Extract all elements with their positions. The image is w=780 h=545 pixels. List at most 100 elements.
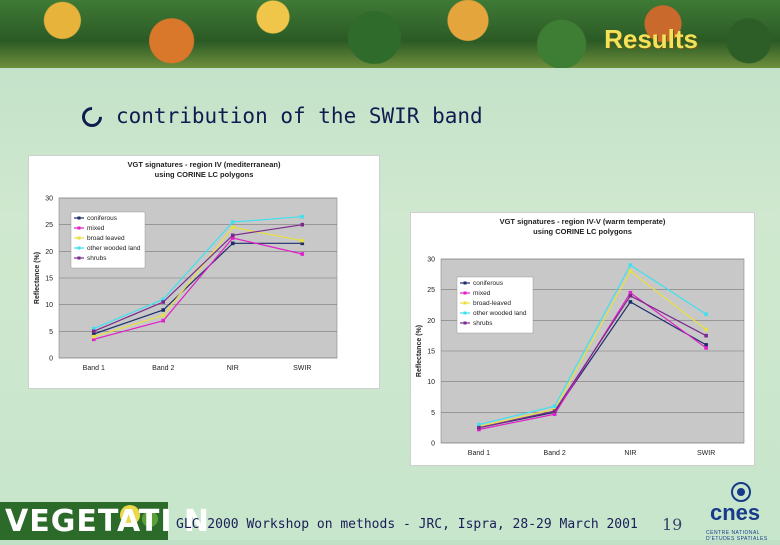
c1-series-2-point-3	[300, 238, 305, 243]
c1-series-line-3	[93, 216, 303, 330]
c1-series-2-point-0	[91, 334, 96, 339]
c1-ytick-20: 20	[45, 249, 53, 256]
c1-series-2-point-2	[230, 225, 235, 230]
c1-legend-marker-4	[77, 256, 81, 260]
chart-mediterranean: VGT signatures - region IV (mediterranea…	[28, 155, 380, 389]
c2-series-2-point-3	[704, 327, 708, 332]
c1-series-4-point-0	[91, 329, 96, 334]
header-banner: Results	[0, 0, 780, 68]
c1-series-2-point-1	[161, 313, 166, 318]
c2-ytick-10: 10	[427, 379, 435, 386]
vegetation-logo	[0, 497, 168, 540]
c1-series-3-point-3	[300, 214, 305, 219]
c2-ytick-25: 25	[427, 287, 435, 294]
c1-series-3-point-0	[91, 326, 96, 331]
c2-series-4-point-0	[477, 425, 481, 430]
c1-series-3-point-2	[230, 220, 235, 224]
c2-ytick-5: 5	[431, 410, 435, 417]
c2-series-1-point-3	[704, 346, 708, 350]
c2-series-1-point-2	[628, 290, 633, 295]
c2-ytick-30: 30	[427, 257, 435, 264]
cnes-logo-icon	[731, 482, 751, 502]
c1-series-1-point-1	[161, 318, 166, 323]
c2-xtick-3: SWIR	[697, 450, 715, 457]
c2-ytick-20: 20	[427, 318, 435, 325]
cnes-logo-subtext: CENTRE NATIONAL D'ETUDES SPATIALES	[706, 530, 768, 542]
c2-series-4-point-3	[704, 333, 708, 338]
c2-series-2-point-1	[552, 407, 557, 412]
c1-series-line-1	[93, 237, 303, 340]
c2-xtick-2: NIR	[624, 450, 636, 457]
c2-series-4-point-2	[628, 294, 633, 298]
c2-series-line-3	[478, 264, 707, 426]
c1-ytick-5: 5	[49, 329, 53, 336]
c1-legend-label-4: shrubs	[87, 255, 107, 262]
c1-series-line-4	[93, 224, 303, 332]
c1-series-line-0	[93, 242, 303, 335]
c1-series-0-point-0	[91, 332, 96, 336]
c1-series-1-point-2	[230, 236, 235, 240]
bullet-icon	[77, 102, 107, 132]
c1-legend-marker-2	[77, 236, 81, 240]
c2-legend-label-2: broad-leaved	[473, 300, 511, 307]
c1-title: VGT signatures - region IV (mediterranea…	[128, 160, 281, 169]
c2-xtick-1: Band 2	[544, 450, 566, 457]
c2-series-3-point-2	[628, 263, 633, 267]
c2-series-3-point-3	[704, 312, 708, 316]
c2-series-0-point-3	[704, 343, 708, 347]
c1-series-4-point-3	[300, 222, 305, 227]
c2-series-line-2	[478, 270, 707, 428]
vegetation-logo-text: VEGETATI N	[5, 504, 211, 539]
bullet-item: contribution of the SWIR band	[77, 102, 483, 132]
c1-ylabel: Reflectance (%)	[34, 252, 41, 304]
c1-legend-label-1: mixed	[87, 225, 105, 232]
c1-series-1-point-3	[300, 252, 305, 256]
c2-legend-marker-3	[463, 311, 467, 315]
c2-legend-marker-1	[463, 291, 467, 295]
cnes-logo-text: cnes	[710, 500, 761, 525]
c2-legend-label-1: mixed	[473, 290, 491, 297]
c1-legend-marker-0	[77, 216, 81, 220]
c2-xtick-0: Band 1	[468, 450, 490, 457]
c2-legend-box	[456, 276, 534, 334]
c1-series-0-point-3	[300, 241, 305, 246]
c2-series-4-point-1	[552, 409, 557, 413]
c1-ytick-10: 10	[45, 302, 53, 309]
chart-mediterranean-svg: VGT signatures - region IV (mediterranea…	[34, 160, 338, 372]
c2-series-line-4	[478, 295, 707, 429]
c1-ytick-15: 15	[45, 276, 53, 283]
footer-text: GLC 2000 Workshop on methods - JRC, Ispr…	[176, 517, 638, 532]
c2-series-0-point-2	[628, 300, 633, 304]
c1-subtitle: using CORINE LC polygons	[155, 170, 254, 179]
c1-legend-label-3: other wooded land	[87, 245, 141, 252]
c1-series-4-point-1	[161, 300, 166, 304]
c1-legend-marker-1	[77, 226, 81, 230]
c2-series-3-point-0	[477, 422, 481, 427]
c2-series-1-point-1	[552, 412, 557, 416]
c2-ytick-15: 15	[427, 349, 435, 356]
c1-xtick-2: NIR	[227, 365, 239, 372]
c2-ytick-0: 0	[431, 441, 435, 448]
c2-legend-label-3: other wooded land	[473, 310, 527, 317]
c1-ytick-25: 25	[45, 222, 53, 229]
c2-ylabel: Reflectance (%)	[416, 325, 423, 377]
chart-warm-temperate-svg: VGT signatures - region IV-V (warm tempe…	[416, 217, 745, 457]
c1-series-4-point-2	[230, 233, 235, 238]
c1-legend-label-0: coniferous	[87, 215, 118, 222]
page-number: 19	[662, 515, 683, 534]
c1-legend-box	[70, 211, 146, 269]
c1-series-3-point-1	[161, 297, 166, 302]
c1-xtick-1: Band 2	[152, 365, 174, 372]
c1-legend-marker-3	[77, 246, 81, 250]
c1-series-0-point-2	[230, 241, 235, 246]
c2-legend-label-0: coniferous	[473, 280, 504, 287]
slide-title: Results	[604, 24, 698, 54]
c1-ytick-30: 30	[45, 196, 53, 203]
c1-series-1-point-0	[91, 337, 96, 342]
c1-xtick-3: SWIR	[293, 365, 311, 372]
bullet-text: contribution of the SWIR band	[116, 104, 483, 128]
chart-warm-temperate: VGT signatures - region IV-V (warm tempe…	[410, 212, 755, 466]
c2-series-1-point-0	[477, 427, 481, 432]
c1-legend-label-2: broad leaved	[87, 235, 125, 242]
c2-title: VGT signatures - region IV-V (warm tempe…	[500, 217, 666, 226]
